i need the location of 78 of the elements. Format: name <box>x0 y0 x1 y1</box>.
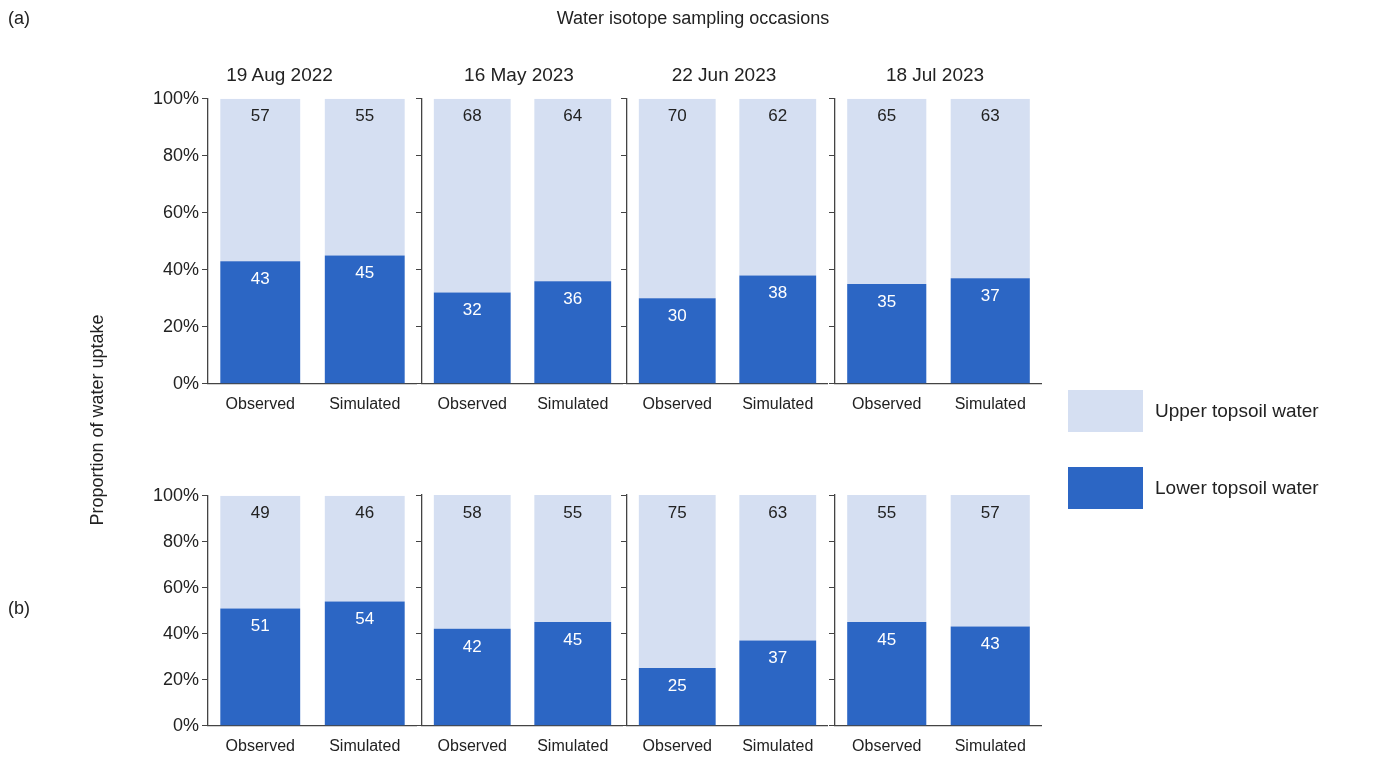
legend-label: Lower topsoil water <box>1155 477 1319 499</box>
y-tick-label: 100% <box>152 484 199 505</box>
data-label: 51 <box>250 616 270 636</box>
data-label: 42 <box>462 636 482 656</box>
x-tick-label: Simulated <box>742 394 814 412</box>
data-label: 38 <box>768 283 788 303</box>
text: (b) <box>8 598 30 619</box>
bar <box>220 261 301 384</box>
x-tick-label: Simulated <box>742 736 814 754</box>
data-label: 65 <box>877 106 897 126</box>
x-tick-label: Observed <box>437 736 507 754</box>
x-tick-label: Observed <box>225 394 295 412</box>
x-tick-label: Observed <box>642 394 712 412</box>
x-tick-label: Simulated <box>954 736 1026 754</box>
data-label: 57 <box>250 106 270 126</box>
text: Water isotope sampling occasions <box>556 8 830 29</box>
bar <box>324 601 405 726</box>
text: (a) <box>8 8 30 29</box>
data-label: 45 <box>355 263 375 283</box>
data-label: 49 <box>250 503 270 523</box>
data-label: 43 <box>980 634 1000 654</box>
data-label: 35 <box>877 291 897 311</box>
x-tick-label: Observed <box>437 394 507 412</box>
y-tick-label: 100% <box>152 87 199 108</box>
chart-title: 22 Jun 2023 <box>671 63 777 85</box>
x-tick-label: Simulated <box>537 394 609 412</box>
y-tick-label: 80% <box>162 144 199 165</box>
chart-title: 16 May 2023 <box>464 63 574 85</box>
data-label: 43 <box>250 268 270 288</box>
bar <box>220 495 301 609</box>
data-label: 37 <box>768 648 788 668</box>
x-tick-label: Observed <box>852 394 922 412</box>
bar <box>324 495 405 602</box>
x-tick-label: Simulated <box>537 736 609 754</box>
data-label: 75 <box>667 502 687 522</box>
bar <box>220 98 301 262</box>
x-tick-label: Observed <box>225 736 295 754</box>
data-label: 45 <box>563 629 583 649</box>
x-tick-label: Simulated <box>329 736 401 754</box>
data-label: 54 <box>355 609 375 629</box>
data-label: 70 <box>667 106 687 126</box>
chart-title: 18 Jul 2023 <box>885 63 985 85</box>
data-label: 36 <box>563 288 583 308</box>
y-tick-label: 60% <box>162 201 199 222</box>
y-axis-title: Proportion of water uptake <box>86 314 108 526</box>
y-tick-label: 20% <box>162 315 199 336</box>
chart-title: 19 Aug 2022 <box>226 63 333 85</box>
y-tick-label: 60% <box>162 576 199 597</box>
data-label: 63 <box>768 502 788 522</box>
x-tick-label: Simulated <box>954 394 1026 412</box>
data-label: 57 <box>980 502 1000 522</box>
data-label: 37 <box>980 286 1000 306</box>
x-tick-label: Observed <box>642 736 712 754</box>
data-label: 55 <box>355 106 375 126</box>
y-tick-label: 40% <box>162 258 199 279</box>
y-tick-label: 40% <box>162 622 199 643</box>
bar <box>324 98 405 256</box>
data-label: 25 <box>667 675 687 695</box>
y-tick-label: 20% <box>162 668 199 689</box>
data-label: 68 <box>462 106 482 126</box>
data-label: 55 <box>877 502 897 522</box>
y-tick-label: 0% <box>172 372 199 393</box>
data-label: 63 <box>980 106 1000 126</box>
y-tick-label: 0% <box>172 714 199 735</box>
x-tick-label: Simulated <box>329 394 401 412</box>
data-label: 32 <box>462 300 482 320</box>
data-label: 30 <box>667 305 687 325</box>
data-label: 55 <box>563 502 583 522</box>
data-label: 58 <box>462 502 482 522</box>
bar <box>324 255 405 384</box>
data-label: 64 <box>563 106 583 126</box>
legend-label: Upper topsoil water <box>1155 400 1319 422</box>
data-label: 62 <box>768 106 788 126</box>
bar <box>220 608 301 726</box>
y-tick-label: 80% <box>162 530 199 551</box>
x-tick-label: Observed <box>852 736 922 754</box>
data-label: 46 <box>355 503 375 523</box>
data-label: 45 <box>877 629 897 649</box>
